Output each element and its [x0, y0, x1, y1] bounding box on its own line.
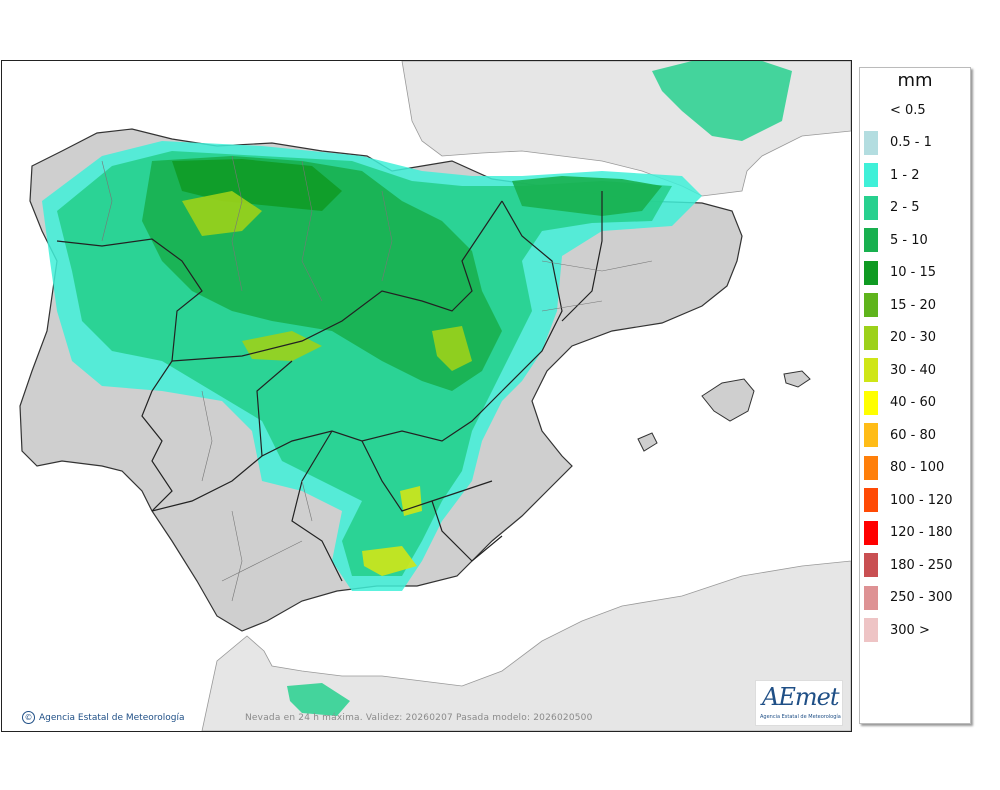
legend-item: 10 - 15 [864, 260, 937, 285]
agency-credit: © Agencia Estatal de Meteorología [22, 711, 185, 724]
agency-credit-label: Agencia Estatal de Meteorología [39, 712, 185, 723]
legend-label: 100 - 120 [890, 492, 953, 508]
legend-swatch [864, 553, 878, 577]
snow-zone-20-30-a [182, 191, 262, 236]
menorca [783, 370, 811, 388]
legend-label: 120 - 180 [890, 525, 953, 540]
ibiza [637, 432, 658, 452]
legend-label: 180 - 250 [890, 557, 953, 573]
legend-item: 60 - 80 [864, 423, 936, 447]
legend-item: 120 - 180 [864, 520, 953, 545]
legend-swatch [864, 585, 878, 610]
legend-item: 0.5 - 1 [864, 130, 932, 155]
legend-item: 30 - 40 [864, 358, 936, 382]
legend-item: 20 - 30 [864, 325, 937, 350]
legend-swatch [864, 260, 878, 285]
legend-item: 2 - 5 [864, 195, 920, 220]
snow-zone-20-30-d [362, 546, 417, 576]
legend-label: < 0.5 [890, 102, 926, 118]
legend-swatch [864, 325, 878, 350]
legend-label: 250 - 300 [890, 590, 953, 605]
legend-label: 60 - 80 [890, 427, 937, 443]
snow-zone-france [652, 61, 792, 141]
province-borders [101, 155, 653, 602]
legend-label: 2 - 5 [890, 200, 920, 215]
legend-swatch [864, 423, 878, 447]
legend-item: < 0.5 [864, 98, 926, 122]
legend-swatch [864, 98, 878, 122]
aemet-logo-sub: Agencia Estatal de Meteorología [760, 714, 841, 720]
snow-zone-africa [287, 683, 350, 716]
legend-swatch [864, 488, 878, 512]
legend-label: 80 - 100 [890, 460, 945, 475]
legend-item: 15 - 20 [864, 293, 936, 317]
legend-item: 40 - 60 [864, 390, 937, 415]
snow-zone-20-30-c [432, 326, 472, 371]
legend-swatch [864, 163, 878, 187]
snow-zone-20-30-e [400, 486, 422, 516]
legend-label: 1 - 2 [890, 167, 920, 183]
legend-item: 100 - 120 [864, 488, 953, 512]
legend-swatch [864, 293, 878, 317]
legend-label: 20 - 30 [890, 330, 937, 345]
legend-item: 250 - 300 [864, 585, 953, 610]
legend-label: 5 - 10 [890, 232, 928, 248]
aemet-logo: AEmet Agencia Estatal de Meteorología [755, 680, 843, 726]
map-canvas [19, 61, 851, 731]
map-caption: Nevada en 24 h máxima. Validez: 20260207… [245, 713, 593, 723]
legend-swatch [864, 130, 878, 155]
legend-item: 1 - 2 [864, 163, 920, 187]
mallorca [701, 378, 755, 422]
legend-swatch [864, 195, 878, 220]
legend-swatch [864, 358, 878, 382]
legend-label: 30 - 40 [890, 362, 937, 378]
legend-item: 5 - 10 [864, 228, 928, 252]
legend-swatch [864, 455, 878, 480]
legend: mm < 0.5 0.5 - 1 1 - 2 2 - 5 5 - 10 10 - 15 15… [859, 67, 971, 724]
snow-zone-pyrenees [512, 176, 662, 216]
legend-label: 40 - 60 [890, 395, 937, 410]
legend-swatch [864, 228, 878, 252]
snow-map [1, 60, 852, 732]
legend-swatch [864, 618, 878, 642]
legend-label: 0.5 - 1 [890, 135, 932, 150]
legend-label: 15 - 20 [890, 297, 937, 313]
legend-item: 300 > [864, 618, 930, 642]
africa-land [201, 560, 851, 731]
legend-item: 180 - 250 [864, 553, 953, 577]
legend-swatch [864, 390, 878, 415]
legend-label: 300 > [890, 622, 930, 638]
copyright-icon: © [22, 711, 35, 724]
legend-item: 80 - 100 [864, 455, 945, 480]
legend-unit: mm [897, 70, 933, 91]
legend-label: 10 - 15 [890, 265, 937, 280]
legend-swatch [864, 520, 878, 545]
region-borders [56, 191, 603, 582]
aemet-logo-word: AEmet [762, 683, 839, 711]
